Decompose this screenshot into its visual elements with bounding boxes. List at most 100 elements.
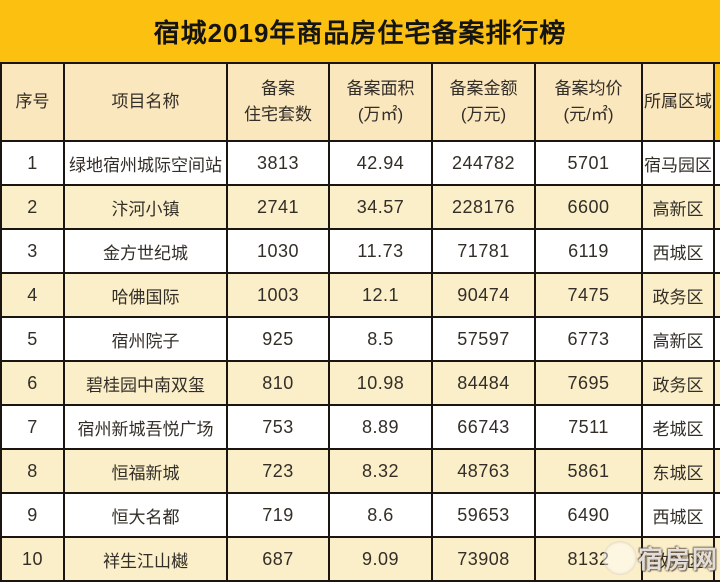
cell-project-name: 恒大名都 [63,492,228,538]
cell-region: 西城区 [641,228,715,274]
cell-rank: 5 [0,316,65,362]
cell-units: 723 [226,448,330,494]
cell-amount: 90474 [431,272,536,318]
cell-project-name: 恒福新城 [63,448,228,494]
cell-amount: 228176 [431,184,536,230]
header-cell-avg-price: 备案均价 (元/㎡) [534,62,643,142]
table-row: 7 宿州新城吾悦广场 753 8.89 66743 7511 老城区 [0,404,720,450]
header-label: 备案均价 [554,78,623,98]
cell-rank: 3 [0,228,65,274]
cell-units: 719 [226,492,330,538]
table-header: 序号 项目名称 备案 住宅套数 备案面积 (万㎡) 备案金额 (万元) 备案均价 (元/… [0,62,720,142]
header-label: 序号 [15,91,50,111]
cell-project-name: 哈佛国际 [63,272,228,318]
cell-amount: 57597 [431,316,536,362]
cell-avg-price: 7511 [534,404,643,450]
header-cell-rank: 序号 [0,62,65,142]
cell-area: 10.98 [328,360,433,406]
cell-amount: 73908 [431,536,536,582]
cell-region: 政务区 [641,360,715,406]
header-label: 备案金额 [449,78,518,98]
table-row: 10 祥生江山樾 687 9.09 73908 8132 政务区 [0,536,720,582]
cell-region: 政务区 [641,272,715,318]
right-edge-sliver [713,492,720,538]
cell-amount: 66743 [431,404,536,450]
cell-area: 34.57 [328,184,433,230]
ranking-table: 序号 项目名称 备案 住宅套数 备案面积 (万㎡) 备案金额 (万元) 备案均价 (元/… [0,62,720,582]
cell-project-name: 祥生江山樾 [63,536,228,582]
banner: 宿城2019年商品房住宅备案排行榜 [0,0,720,62]
cell-avg-price: 7695 [534,360,643,406]
table-row: 3 金方世纪城 1030 11.73 71781 6119 西城区 [0,228,720,274]
table-row: 4 哈佛国际 1003 12.1 90474 7475 政务区 [0,272,720,318]
cell-project-name: 绿地宿州城际空间站 [63,140,228,186]
header-cell-region: 所属区域 [641,62,715,142]
cell-avg-price: 6119 [534,228,643,274]
cell-units: 925 [226,316,330,362]
cell-units: 1003 [226,272,330,318]
right-edge-sliver [713,316,720,362]
cell-project-name: 宿州新城吾悦广场 [63,404,228,450]
right-edge-sliver [713,272,720,318]
header-row: 序号 项目名称 备案 住宅套数 备案面积 (万㎡) 备案金额 (万元) 备案均价 (元/… [0,62,720,142]
right-edge-sliver [713,228,720,274]
right-edge-sliver [713,360,720,406]
cell-amount: 71781 [431,228,536,274]
cell-rank: 4 [0,272,65,318]
cell-area: 8.6 [328,492,433,538]
cell-units: 753 [226,404,330,450]
cell-avg-price: 5861 [534,448,643,494]
table-row: 2 汴河小镇 2741 34.57 228176 6600 高新区 [0,184,720,230]
right-edge-sliver [713,62,720,142]
cell-rank: 9 [0,492,65,538]
cell-area: 9.09 [328,536,433,582]
header-label: 项目名称 [111,91,180,111]
header-label: 备案面积 [346,78,415,98]
cell-amount: 84484 [431,360,536,406]
cell-amount: 244782 [431,140,536,186]
cell-rank: 8 [0,448,65,494]
table-row: 9 恒大名都 719 8.6 59653 6490 西城区 [0,492,720,538]
cell-rank: 10 [0,536,65,582]
cell-avg-price: 7475 [534,272,643,318]
cell-area: 8.32 [328,448,433,494]
right-edge-sliver [713,404,720,450]
cell-avg-price: 8132 [534,536,643,582]
cell-area: 11.73 [328,228,433,274]
header-label: (元/㎡) [563,105,614,124]
cell-avg-price: 6490 [534,492,643,538]
cell-amount: 59653 [431,492,536,538]
cell-region: 老城区 [641,404,715,450]
cell-area: 12.1 [328,272,433,318]
cell-region: 西城区 [641,492,715,538]
header-cell-amount: 备案金额 (万元) [431,62,536,142]
right-edge-sliver [713,448,720,494]
cell-region: 宿马园区 [641,140,715,186]
cell-units: 810 [226,360,330,406]
page-title: 宿城2019年商品房住宅备案排行榜 [153,17,567,48]
header-label: (万元) [460,105,507,124]
cell-region: 高新区 [641,184,715,230]
cell-avg-price: 6773 [534,316,643,362]
cell-project-name: 汴河小镇 [63,184,228,230]
header-label: 所属区域 [644,91,712,111]
cell-rank: 6 [0,360,65,406]
cell-area: 42.94 [328,140,433,186]
table-row: 8 恒福新城 723 8.32 48763 5861 东城区 [0,448,720,494]
cell-avg-price: 5701 [534,140,643,186]
cell-area: 8.89 [328,404,433,450]
table-row: 5 宿州院子 925 8.5 57597 6773 高新区 [0,316,720,362]
table-body: 1 绿地宿州城际空间站 3813 42.94 244782 5701 宿马园区 … [0,140,720,582]
header-label: 备案 [261,78,295,98]
header-label: (万㎡) [357,105,404,124]
cell-units: 3813 [226,140,330,186]
cell-avg-price: 6600 [534,184,643,230]
cell-region: 高新区 [641,316,715,362]
cell-amount: 48763 [431,448,536,494]
header-cell-area: 备案面积 (万㎡) [328,62,433,142]
cell-area: 8.5 [328,316,433,362]
cell-rank: 1 [0,140,65,186]
cell-project-name: 宿州院子 [63,316,228,362]
cell-units: 2741 [226,184,330,230]
